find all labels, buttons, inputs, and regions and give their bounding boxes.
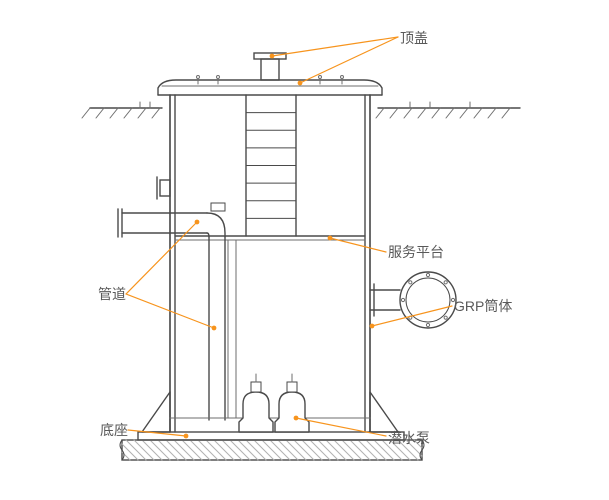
label-pump: 潜水泵	[388, 428, 430, 448]
label-pipe: 管道	[98, 284, 126, 304]
label-grp: GRP筒体	[454, 296, 512, 316]
label-platform: 服务平台	[388, 242, 444, 262]
pump-station-diagram	[0, 0, 609, 500]
label-lid: 顶盖	[400, 28, 428, 48]
label-base: 底座	[100, 420, 128, 440]
